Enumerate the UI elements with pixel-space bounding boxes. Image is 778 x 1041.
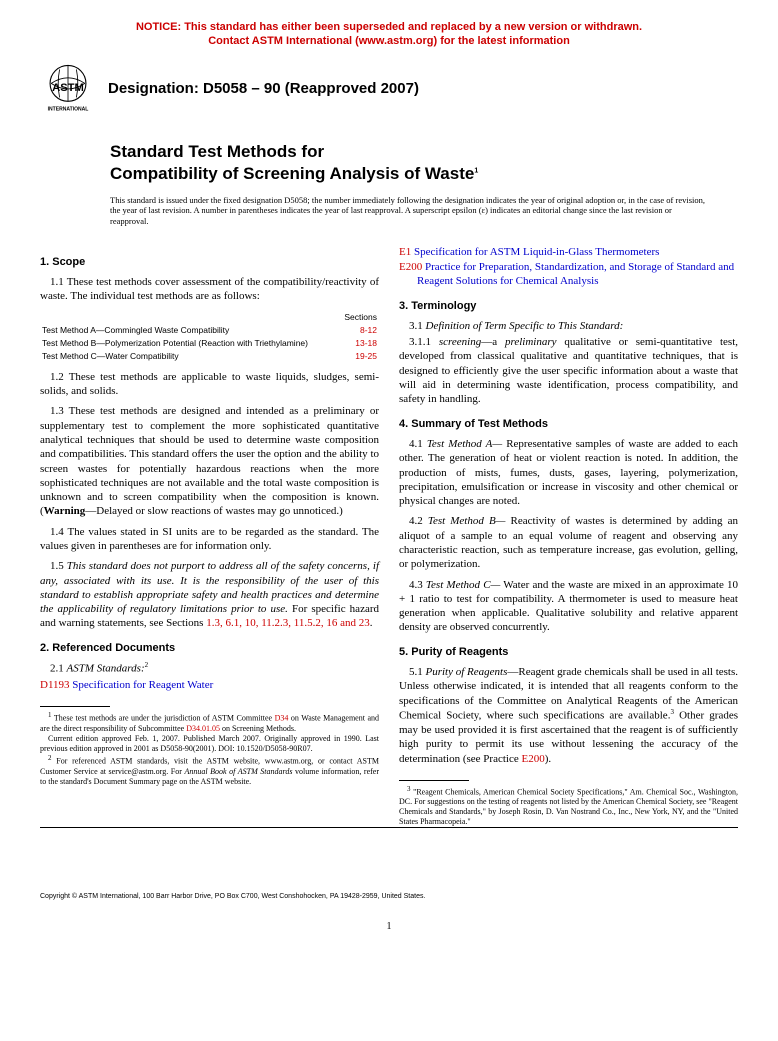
method-b-label: Test Method B—Polymerization Potential (…: [42, 338, 339, 349]
summary-heading: 4. Summary of Test Methods: [399, 417, 738, 431]
method-a-label: Test Method A—Commingled Waste Compatibi…: [42, 325, 339, 336]
copyright-line: Copyright © ASTM International, 100 Barr…: [40, 888, 738, 901]
method-c-sections[interactable]: 19-25: [341, 351, 377, 362]
para-4-2: 4.2 Test Method B— Reactivity of wastes …: [399, 514, 738, 571]
right-column: E1 Specification for ASTM Liquid-in-Glas…: [399, 245, 738, 828]
footnote-rule-right: [399, 780, 469, 781]
purity-heading: 5. Purity of Reagents: [399, 645, 738, 659]
svg-text:INTERNATIONAL: INTERNATIONAL: [48, 106, 89, 112]
notice-line2: Contact ASTM International (www.astm.org…: [208, 35, 570, 47]
footnote-rule-left: [40, 706, 110, 707]
para-3-1-1: 3.1.1 screening—a preliminary qualitativ…: [399, 335, 738, 406]
methods-table: Sections Test Method A—Commingled Waste …: [40, 310, 379, 364]
svg-text:ASTM: ASTM: [52, 82, 84, 94]
two-column-body: 1. Scope 1.1 These test methods cover as…: [40, 245, 738, 828]
notice-banner: NOTICE: This standard has either been su…: [40, 20, 738, 49]
committee-d34-link[interactable]: D34: [275, 714, 289, 723]
para-1-5: 1.5 This standard does not purport to ad…: [40, 559, 379, 630]
notice-line1: NOTICE: This standard has either been su…: [136, 21, 642, 33]
practice-e200-link[interactable]: E200: [521, 753, 544, 765]
page-number: 1: [40, 920, 738, 933]
ref-e1[interactable]: E1 Specification for ASTM Liquid-in-Glas…: [399, 245, 738, 259]
designation: Designation: D5058 – 90 (Reapproved 2007…: [108, 79, 419, 99]
para-4-3: 4.3 Test Method C— Water and the waste a…: [399, 578, 738, 635]
footnote-3: 3 "Reagent Chemicals, American Chemical …: [399, 785, 738, 828]
footnote-1: 1 These test methods are under the juris…: [40, 711, 379, 734]
copyright-rule: [40, 827, 738, 828]
methods-col-hdr: Sections: [341, 312, 377, 323]
para-1-2: 1.2 These test methods are applicable to…: [40, 370, 379, 399]
astm-logo-icon: ASTM INTERNATIONAL: [40, 61, 96, 117]
para-2-1: 2.1 ASTM Standards:2: [40, 661, 379, 676]
method-b-sections[interactable]: 13-18: [341, 338, 377, 349]
title-line1: Standard Test Methods for: [110, 141, 738, 163]
ref-d1193[interactable]: D1193 Specification for Reagent Water: [40, 678, 379, 692]
terminology-heading: 3. Terminology: [399, 299, 738, 313]
para-1-4: 1.4 The values stated in SI units are to…: [40, 525, 379, 554]
left-column: 1. Scope 1.1 These test methods cover as…: [40, 245, 379, 828]
footnote-2: 2 For referenced ASTM standards, visit t…: [40, 754, 379, 787]
title-footnote-ref: 1: [474, 167, 478, 174]
subcommittee-link[interactable]: D34.01.05: [186, 724, 220, 733]
issue-note: This standard is issued under the fixed …: [110, 195, 708, 227]
para-5-1: 5.1 Purity of Reagents—Reagent grade che…: [399, 665, 738, 766]
para-1-3: 1.3 These test methods are designed and …: [40, 404, 379, 518]
ref-e200[interactable]: E200 Practice for Preparation, Standardi…: [399, 260, 738, 289]
title-line2: Compatibility of Screening Analysis of W…: [110, 163, 738, 185]
header-row: ASTM INTERNATIONAL Designation: D5058 – …: [40, 61, 738, 117]
para-4-1: 4.1 Test Method A— Representative sample…: [399, 437, 738, 508]
footnote-1-p2: Current edition approved Feb. 1, 2007. P…: [40, 734, 379, 754]
para-3-1: 3.1 Definition of Term Specific to This …: [399, 319, 738, 333]
scope-heading: 1. Scope: [40, 255, 379, 269]
method-a-sections[interactable]: 8-12: [341, 325, 377, 336]
para-1-1: 1.1 These test methods cover assessment …: [40, 275, 379, 304]
title-block: Standard Test Methods for Compatibility …: [110, 141, 738, 185]
hazard-section-refs[interactable]: 1.3, 6.1, 10, 11.2.3, 11.5.2, 16 and 23: [206, 617, 370, 629]
method-c-label: Test Method C—Water Compatibility: [42, 351, 339, 362]
refdoc-heading: 2. Referenced Documents: [40, 641, 379, 655]
